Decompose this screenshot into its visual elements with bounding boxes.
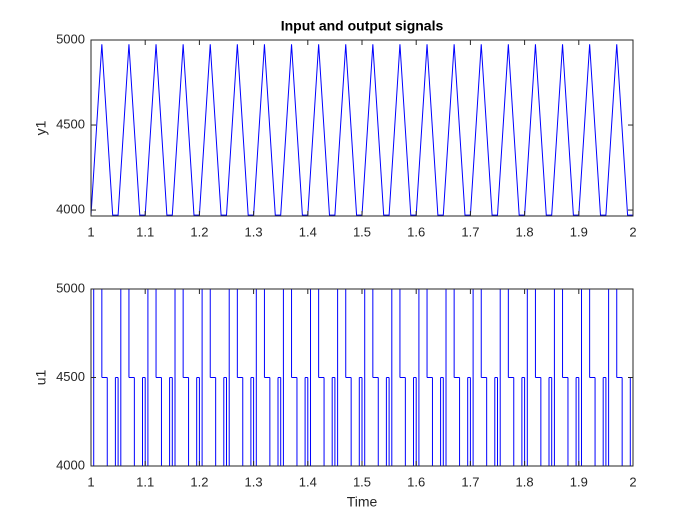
x-tick-label: 1.5 [353, 474, 371, 489]
x-tick-label: 1.2 [190, 224, 208, 239]
x-tick-label: 1.1 [136, 474, 154, 489]
x-tick-label: 1.8 [516, 474, 534, 489]
axes-background [91, 40, 633, 216]
x-tick-label: 1.2 [190, 474, 208, 489]
x-tick-label: 1.6 [407, 474, 425, 489]
x-tick-label: 1.9 [570, 474, 588, 489]
y-tick-label: 4500 [56, 369, 85, 384]
x-tick-label: 1.4 [299, 474, 317, 489]
x-tick-label: 1.9 [570, 224, 588, 239]
x-tick-label: 1.3 [245, 224, 263, 239]
y-tick-label: 5000 [56, 31, 85, 46]
y-axis-label: u1 [33, 370, 49, 386]
x-tick-label: 1.1 [136, 224, 154, 239]
x-tick-label: 1.8 [516, 224, 534, 239]
y-tick-label: 4000 [56, 201, 85, 216]
x-tick-label: 1.7 [461, 224, 479, 239]
x-tick-label: 1 [87, 224, 94, 239]
chart-title: Input and output signals [281, 18, 444, 34]
x-tick-label: 1.4 [299, 224, 317, 239]
y-axis-label: y1 [33, 120, 49, 135]
x-axis-label: Time [347, 494, 378, 510]
x-tick-label: 1.5 [353, 224, 371, 239]
y-tick-label: 4500 [56, 116, 85, 131]
x-tick-label: 1.3 [245, 474, 263, 489]
x-tick-label: 2 [629, 474, 636, 489]
y-tick-label: 4000 [56, 457, 85, 472]
y-tick-label: 5000 [56, 280, 85, 295]
x-tick-label: 1.6 [407, 224, 425, 239]
x-tick-label: 2 [629, 224, 636, 239]
x-tick-label: 1.7 [461, 474, 479, 489]
x-tick-label: 1 [87, 474, 94, 489]
